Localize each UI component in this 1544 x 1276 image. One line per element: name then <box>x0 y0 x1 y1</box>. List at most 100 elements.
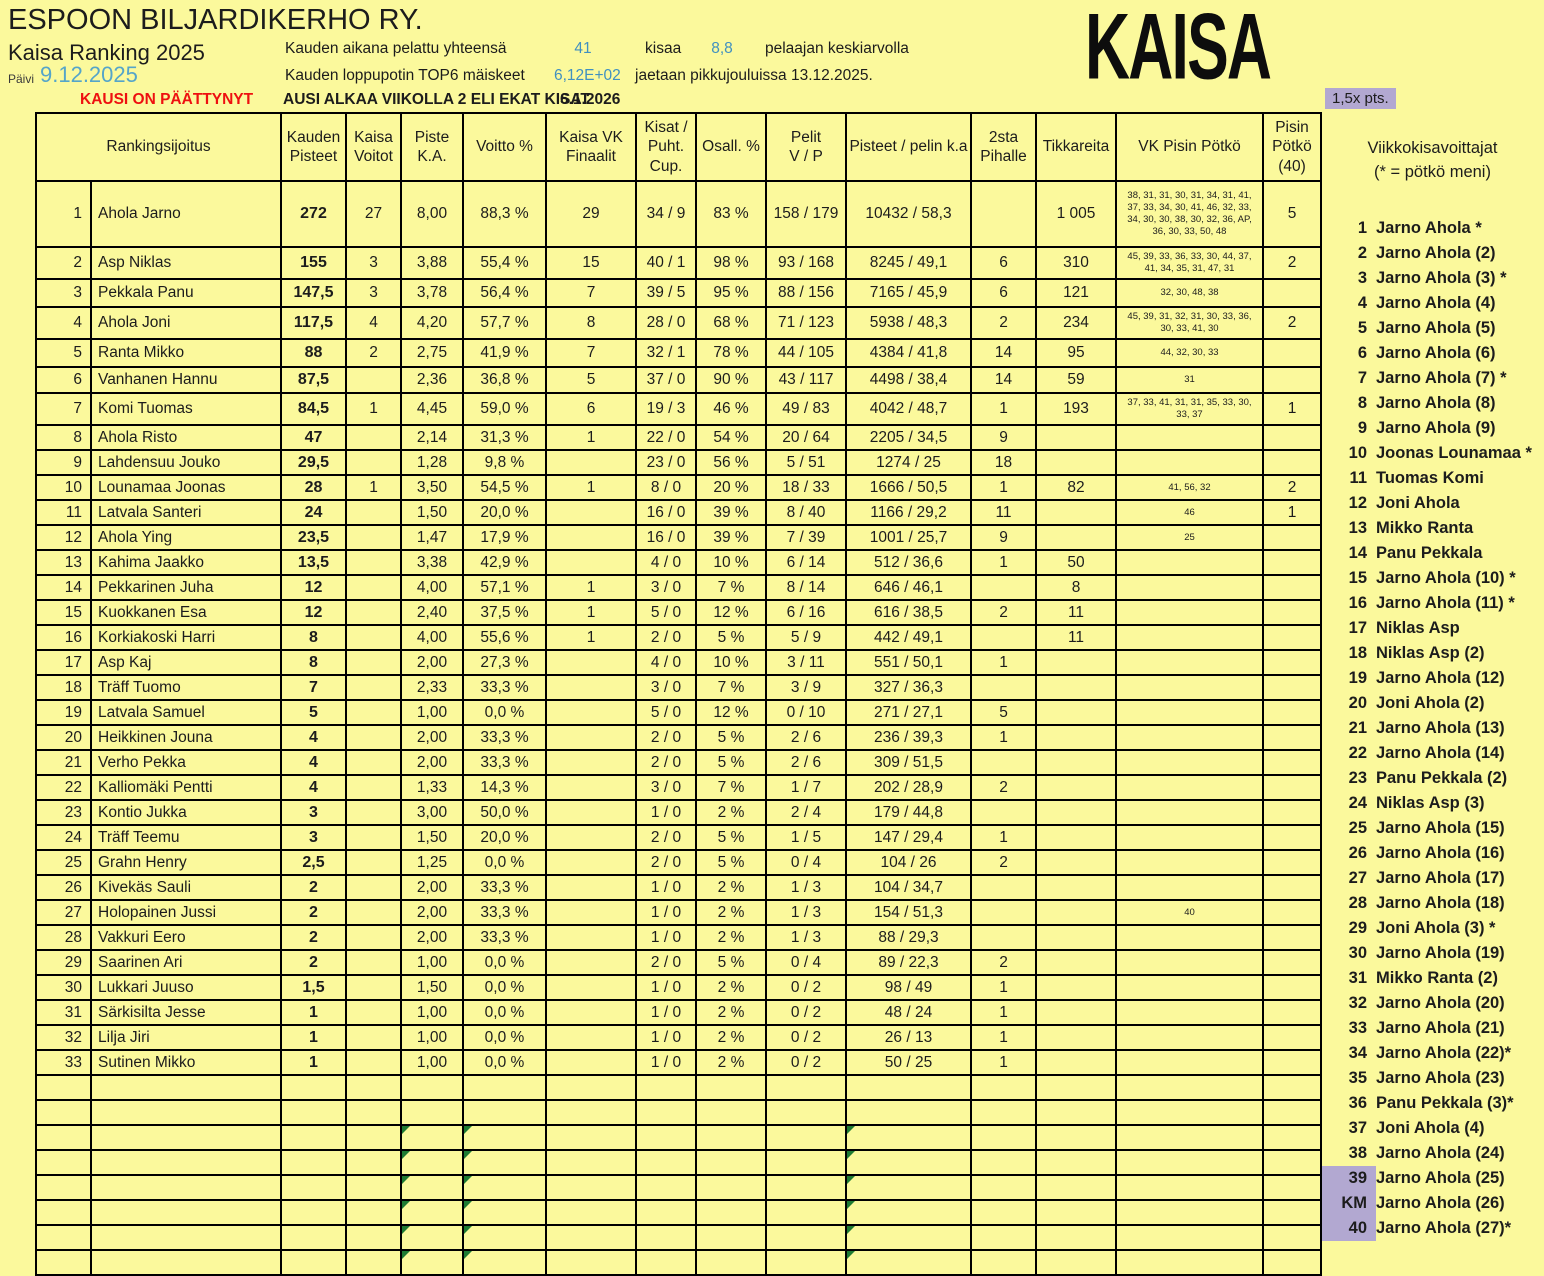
cell-kisat-cup[interactable]: 28 / 0 <box>635 306 697 340</box>
cell-kisat-cup[interactable]: 1 / 0 <box>635 899 697 926</box>
cell-kaisa-voitot[interactable] <box>345 699 402 726</box>
cell-kisat-cup[interactable]: 4 / 0 <box>635 549 697 576</box>
winner-item[interactable]: 20 Joni Ahola (2) <box>1322 691 1543 716</box>
cell-player[interactable]: Verho Pekka <box>90 749 282 776</box>
winner-item[interactable]: 16 Jarno Ahola (11) * <box>1322 591 1543 616</box>
cell-pisin-potko[interactable] <box>1262 1049 1322 1076</box>
cell-pelit-vp[interactable]: 3 / 11 <box>765 649 847 676</box>
cell-kaisa-voitot[interactable] <box>345 449 402 476</box>
cell-voitto-pct[interactable]: 0,0 % <box>462 949 547 976</box>
cell-pelit-vp[interactable]: 88 / 156 <box>765 278 847 308</box>
cell-kauden-pisteet[interactable] <box>280 1199 347 1226</box>
cell-2sta-pihalle[interactable]: 2 <box>970 599 1037 626</box>
cell-player[interactable]: Särkisilta Jesse <box>90 999 282 1026</box>
cell-kisat-cup[interactable]: 2 / 0 <box>635 849 697 876</box>
cell-tikkareita[interactable] <box>1035 499 1117 526</box>
cell-2sta-pihalle[interactable] <box>970 1149 1037 1176</box>
cell-player[interactable]: Komi Tuomas <box>90 392 282 426</box>
cell-pisin-potko[interactable] <box>1262 649 1322 676</box>
cell-pisin-potko[interactable] <box>1262 624 1322 651</box>
cell-vk-finaalit[interactable]: 1 <box>545 624 637 651</box>
cell-pelit-vp[interactable]: 0 / 4 <box>765 949 847 976</box>
cell-vk-pisin-potko[interactable] <box>1115 1249 1264 1276</box>
cell-2sta-pihalle[interactable]: 9 <box>970 424 1037 451</box>
cell-2sta-pihalle[interactable]: 1 <box>970 974 1037 1001</box>
cell-2sta-pihalle[interactable] <box>970 674 1037 701</box>
cell-rank[interactable]: 30 <box>35 974 92 1001</box>
cell-2sta-pihalle[interactable]: 6 <box>970 246 1037 280</box>
cell-voitto-pct[interactable] <box>462 1199 547 1226</box>
cell-rank[interactable] <box>35 1074 92 1101</box>
cell-kauden-pisteet[interactable] <box>280 1224 347 1251</box>
cell-voitto-pct[interactable] <box>462 1124 547 1151</box>
cell-kaisa-voitot[interactable] <box>345 499 402 526</box>
cell-rank[interactable] <box>35 1249 92 1276</box>
cell-2sta-pihalle[interactable] <box>970 874 1037 901</box>
cell-pisin-potko[interactable]: 2 <box>1262 246 1322 280</box>
winner-item[interactable]: 26 Jarno Ahola (16) <box>1322 841 1543 866</box>
cell-tikkareita[interactable] <box>1035 1024 1117 1051</box>
cell-2sta-pihalle[interactable]: 2 <box>970 949 1037 976</box>
col-header-pisteet-pelin[interactable]: Pisteet / pelin k.a <box>845 112 972 182</box>
cell-kisat-cup[interactable]: 1 / 0 <box>635 799 697 826</box>
cell-kisat-cup[interactable]: 2 / 0 <box>635 724 697 751</box>
cell-kauden-pisteet[interactable]: 4 <box>280 724 347 751</box>
cell-player[interactable]: Ahola Risto <box>90 424 282 451</box>
cell-tikkareita[interactable] <box>1035 774 1117 801</box>
cell-pisteet-pelin[interactable]: 1274 / 25 <box>845 449 972 476</box>
cell-rank[interactable]: 19 <box>35 699 92 726</box>
cell-rank[interactable]: 32 <box>35 1024 92 1051</box>
cell-kaisa-voitot[interactable] <box>345 366 402 394</box>
cell-pelit-vp[interactable]: 158 / 179 <box>765 180 847 248</box>
cell-kaisa-voitot[interactable] <box>345 749 402 776</box>
cell-vk-finaalit[interactable] <box>545 499 637 526</box>
cell-tikkareita[interactable] <box>1035 974 1117 1001</box>
cell-player[interactable]: Kahima Jaakko <box>90 549 282 576</box>
cell-rank[interactable]: 23 <box>35 799 92 826</box>
cell-pisin-potko[interactable] <box>1262 924 1322 951</box>
cell-rank[interactable]: 24 <box>35 824 92 851</box>
cell-2sta-pihalle[interactable] <box>970 1249 1037 1276</box>
cell-vk-pisin-potko[interactable] <box>1115 649 1264 676</box>
cell-tikkareita[interactable] <box>1035 1174 1117 1201</box>
cell-rank[interactable]: 22 <box>35 774 92 801</box>
cell-kauden-pisteet[interactable]: 23,5 <box>280 524 347 551</box>
cell-tikkareita[interactable] <box>1035 449 1117 476</box>
cell-vk-finaalit[interactable]: 5 <box>545 366 637 394</box>
cell-vk-finaalit[interactable] <box>545 849 637 876</box>
col-header-kisat-cup[interactable]: Kisat / Puht. Cup. <box>635 112 697 182</box>
cell-tikkareita[interactable] <box>1035 724 1117 751</box>
cell-kaisa-voitot[interactable] <box>345 624 402 651</box>
cell-osall-pct[interactable]: 39 % <box>695 499 767 526</box>
cell-rank[interactable]: 10 <box>35 474 92 501</box>
cell-osall-pct[interactable] <box>695 1124 767 1151</box>
cell-pelit-vp[interactable]: 5 / 51 <box>765 449 847 476</box>
cell-kauden-pisteet[interactable] <box>280 1074 347 1101</box>
cell-osall-pct[interactable] <box>695 1099 767 1126</box>
cell-vk-finaalit[interactable] <box>545 1199 637 1226</box>
winner-item[interactable]: 4 Jarno Ahola (4) <box>1322 291 1543 316</box>
cell-vk-pisin-potko[interactable]: 37, 33, 41, 31, 31, 35, 33, 30, 33, 37 <box>1115 392 1264 426</box>
cell-osall-pct[interactable] <box>695 1149 767 1176</box>
cell-kauden-pisteet[interactable]: 28 <box>280 474 347 501</box>
cell-pisteet-pelin[interactable]: 89 / 22,3 <box>845 949 972 976</box>
cell-osall-pct[interactable]: 78 % <box>695 338 767 368</box>
cell-kisat-cup[interactable]: 23 / 0 <box>635 449 697 476</box>
cell-osall-pct[interactable]: 5 % <box>695 849 767 876</box>
cell-kisat-cup[interactable] <box>635 1099 697 1126</box>
cell-player[interactable]: Saarinen Ari <box>90 949 282 976</box>
winner-item[interactable]: 9 Jarno Ahola (9) <box>1322 416 1543 441</box>
cell-vk-pisin-potko[interactable] <box>1115 799 1264 826</box>
cell-voitto-pct[interactable]: 33,3 % <box>462 899 547 926</box>
cell-vk-finaalit[interactable] <box>545 874 637 901</box>
cell-tikkareita[interactable] <box>1035 699 1117 726</box>
cell-kaisa-voitot[interactable] <box>345 949 402 976</box>
cell-piste-ka[interactable]: 2,00 <box>400 874 464 901</box>
cell-kisat-cup[interactable] <box>635 1174 697 1201</box>
cell-pisin-potko[interactable] <box>1262 1249 1322 1276</box>
cell-voitto-pct[interactable]: 0,0 % <box>462 999 547 1026</box>
cell-player[interactable]: Kontio Jukka <box>90 799 282 826</box>
cell-pelit-vp[interactable]: 44 / 105 <box>765 338 847 368</box>
cell-kisat-cup[interactable]: 2 / 0 <box>635 749 697 776</box>
cell-2sta-pihalle[interactable]: 1 <box>970 1024 1037 1051</box>
